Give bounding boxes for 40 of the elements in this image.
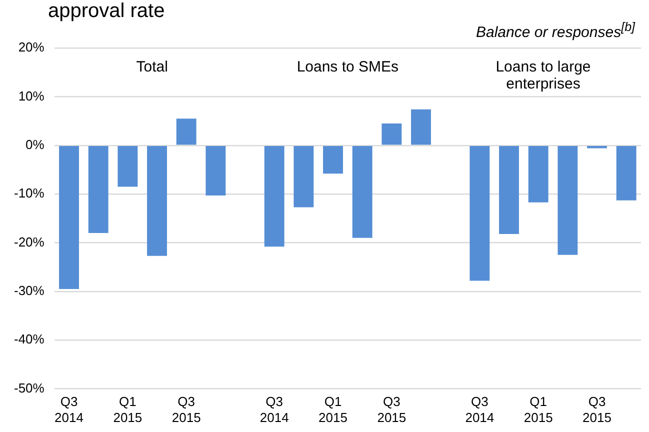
y-tick-label: -40% (14, 332, 45, 347)
bar (294, 146, 314, 208)
y-axis-title: Balance or responses$^{[b]}$ (476, 20, 635, 41)
chart-title: approval rate (48, 0, 165, 22)
y-tick-label: 20% (18, 40, 45, 55)
bar (59, 146, 79, 289)
bar (616, 146, 636, 200)
x-tick-label: Q1 2015 (524, 394, 553, 425)
bar (176, 118, 196, 145)
bar (88, 146, 108, 234)
bar (264, 146, 284, 247)
y-tick-label: 10% (18, 88, 45, 104)
x-tick-label: Q3 2014 (465, 394, 494, 425)
bar (411, 109, 431, 145)
bar (118, 146, 138, 187)
annotation: Loans to SMEs (296, 58, 399, 76)
x-tick-label: Q3 2015 (172, 394, 201, 425)
x-tick-label: Q1 2015 (318, 394, 348, 425)
bar (206, 146, 226, 196)
y-tick-label: -30% (14, 283, 45, 298)
annotation: Total (136, 58, 168, 76)
x-tick-label: Q3 2014 (54, 394, 84, 425)
bar (147, 146, 167, 256)
bar (587, 146, 607, 148)
y-tick-label: -10% (14, 186, 45, 201)
y-tick-label: 0% (26, 136, 45, 152)
x-tick-label: Q3 2015 (377, 394, 406, 425)
bar (499, 146, 519, 234)
bar (470, 146, 490, 281)
bar (558, 146, 578, 255)
x-tick-label: Q3 2015 (582, 394, 612, 425)
x-tick-label: Q3 2014 (260, 394, 289, 425)
bar (323, 146, 343, 174)
bar (528, 146, 548, 202)
y-tick-label: -20% (14, 234, 45, 250)
bar (352, 146, 372, 238)
x-tick-label: Q1 2015 (113, 394, 142, 425)
y-tick-label: -50% (14, 380, 45, 396)
bar (382, 123, 402, 145)
annotation: Loans to large enterprises (496, 58, 591, 93)
